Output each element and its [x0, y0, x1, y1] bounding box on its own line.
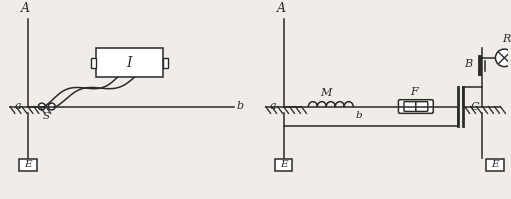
FancyBboxPatch shape [404, 102, 416, 111]
Text: S: S [43, 112, 50, 121]
Text: a: a [270, 100, 276, 111]
FancyBboxPatch shape [416, 102, 428, 111]
Text: A: A [277, 2, 286, 15]
Text: b: b [237, 100, 244, 111]
Circle shape [38, 103, 45, 110]
Text: E: E [492, 160, 499, 169]
Bar [90, 58, 96, 68]
Text: C: C [471, 101, 479, 111]
Bar [19, 159, 37, 171]
Text: B: B [464, 59, 473, 69]
Text: F: F [410, 87, 417, 97]
Bar [486, 159, 504, 171]
Text: E: E [280, 160, 287, 169]
Text: a: a [14, 100, 21, 111]
Bar [163, 58, 168, 68]
Circle shape [496, 49, 511, 67]
FancyBboxPatch shape [399, 100, 433, 113]
Bar [96, 48, 163, 77]
Bar [274, 159, 292, 171]
Text: R: R [502, 34, 510, 44]
Text: b: b [355, 111, 362, 120]
Text: A: A [21, 2, 30, 15]
Text: I: I [127, 56, 132, 70]
Text: M: M [320, 88, 332, 98]
Circle shape [48, 103, 55, 110]
Text: E: E [24, 160, 32, 169]
